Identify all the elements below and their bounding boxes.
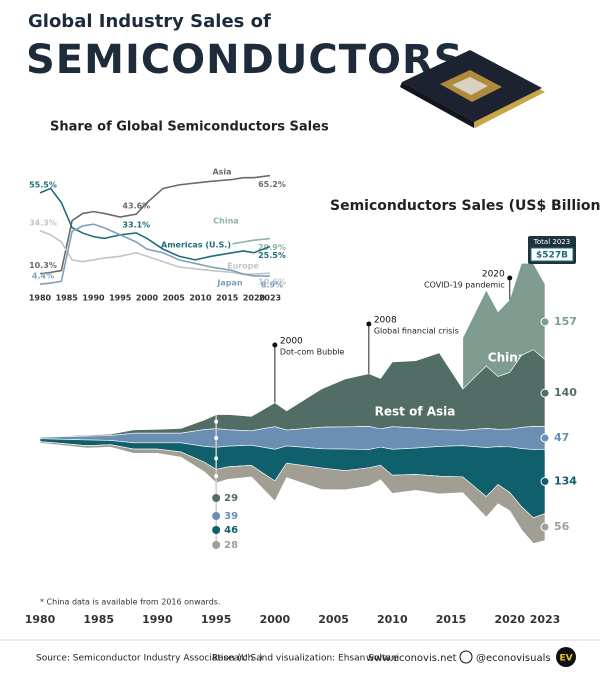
footer-source: Source: Semiconductor Industry Associati… bbox=[36, 654, 262, 664]
x-tick-label: 2023 bbox=[259, 294, 281, 303]
end-dot bbox=[540, 476, 550, 486]
annotation-year: 2020 bbox=[482, 270, 505, 280]
x-tick-label: 2000 bbox=[136, 294, 159, 303]
series-label: Americas (U.S.) bbox=[161, 241, 231, 250]
footer-website: www.econovis.net bbox=[366, 653, 457, 664]
x-tick-label: 1990 bbox=[142, 613, 173, 626]
share-value-label: 10.6% bbox=[258, 278, 286, 287]
share-line bbox=[39, 230, 271, 275]
annotation-dot bbox=[507, 275, 513, 281]
layer-dot bbox=[214, 474, 219, 479]
end-value-label: 157 bbox=[554, 315, 577, 328]
series-label: China bbox=[213, 217, 238, 226]
series-label: Asia bbox=[212, 168, 231, 177]
footer-credit: Research and visualization: Ehsan Soltan… bbox=[212, 654, 399, 664]
x-tick-label: 1985 bbox=[83, 613, 114, 626]
value-dot bbox=[212, 494, 221, 502]
annotation-text: COVID-19 pandemic bbox=[424, 281, 505, 290]
x-tick-label: 1995 bbox=[109, 294, 132, 303]
stream-area bbox=[39, 441, 546, 544]
x-tick-label: 1985 bbox=[56, 294, 79, 303]
end-value-label: 56 bbox=[554, 520, 570, 533]
x-tick-label: 2020 bbox=[243, 294, 266, 303]
x-tick-label: 1990 bbox=[82, 294, 105, 303]
share-line bbox=[232, 237, 271, 245]
stream-label: Europe bbox=[420, 507, 470, 532]
line-chart-title: Share of Global Semiconductors Sales bbox=[50, 120, 329, 135]
total-value: $527B bbox=[536, 251, 568, 261]
annotation-text: Global financial crisis bbox=[374, 327, 459, 336]
x-tick-label: 2005 bbox=[318, 613, 349, 626]
x-icon bbox=[459, 650, 473, 664]
logo-text: EV bbox=[559, 654, 572, 664]
x-tick-label: 1995 bbox=[201, 613, 232, 626]
total-title: Total 2023 bbox=[533, 238, 570, 246]
share-value-label: 29.9% bbox=[258, 243, 286, 252]
share-line bbox=[39, 223, 271, 285]
total-value-box bbox=[530, 247, 574, 262]
layer-dot bbox=[214, 419, 219, 424]
x-tick-label: 2015 bbox=[436, 613, 467, 626]
share-value-label: 4.4% bbox=[32, 272, 54, 281]
x-tick-label: 2005 bbox=[163, 294, 186, 303]
annotation-dot bbox=[366, 321, 372, 327]
value-dot bbox=[212, 526, 221, 534]
share-value-label: 10.3% bbox=[29, 261, 57, 270]
share-line bbox=[39, 174, 271, 275]
share-value-label: 43.6% bbox=[122, 202, 150, 211]
annotation-year: 2000 bbox=[280, 337, 303, 347]
value-dot bbox=[212, 541, 221, 549]
layer-dot bbox=[214, 456, 219, 461]
share-value-label: 33.1% bbox=[122, 220, 150, 229]
end-value-label: 140 bbox=[554, 386, 577, 399]
share-value-label: 55.5% bbox=[29, 180, 57, 189]
share-value-label: 34.3% bbox=[29, 218, 57, 227]
end-value-label: 47 bbox=[554, 431, 569, 444]
x-tick-label: 2010 bbox=[189, 294, 212, 303]
end-dot bbox=[540, 433, 550, 443]
header-subtitle: SEMICONDUCTORS bbox=[26, 37, 464, 83]
share-value-label: 25.5% bbox=[258, 251, 286, 260]
value-label: 28 bbox=[224, 540, 238, 551]
header-title: Global Industry Sales of bbox=[28, 11, 271, 32]
annotation-dot bbox=[272, 342, 278, 348]
footnote: * China data is available from 2016 onwa… bbox=[40, 598, 221, 607]
end-value-label: 134 bbox=[554, 474, 577, 487]
end-dot bbox=[540, 522, 550, 532]
end-dot bbox=[540, 388, 550, 398]
share-line bbox=[39, 187, 271, 261]
x-tick-label: 2020 bbox=[494, 613, 525, 626]
share-value-label: 65.2% bbox=[258, 180, 286, 189]
x-tick-label: 2000 bbox=[260, 613, 291, 626]
value-dot bbox=[212, 512, 221, 520]
chip-illustration bbox=[400, 50, 545, 128]
end-dot bbox=[540, 317, 550, 327]
layer-dot bbox=[214, 436, 219, 440]
share-value-label: 8.9% bbox=[261, 281, 283, 290]
series-label: Japan bbox=[216, 279, 243, 288]
logo-badge bbox=[556, 647, 576, 667]
value-label: 46 bbox=[224, 525, 238, 536]
x-tick-label: 2015 bbox=[216, 294, 239, 303]
stream-chart-title: Semiconductors Sales (US$ Billion) bbox=[330, 198, 600, 214]
x-tick-label: 2023 bbox=[530, 613, 561, 626]
value-label: 29 bbox=[224, 493, 238, 504]
footer-handle: @econovisuals bbox=[476, 653, 551, 664]
x-tick-label: 1980 bbox=[29, 294, 52, 303]
stream-label: Rest of Asia bbox=[375, 405, 456, 419]
x-tick-label: 1980 bbox=[25, 613, 56, 626]
series-label: Europe bbox=[227, 262, 259, 271]
annotation-text: Dot-com Bubble bbox=[280, 348, 345, 357]
value-label: 39 bbox=[224, 511, 238, 522]
annotation-year: 2008 bbox=[374, 316, 397, 326]
x-tick-label: 2010 bbox=[377, 613, 408, 626]
